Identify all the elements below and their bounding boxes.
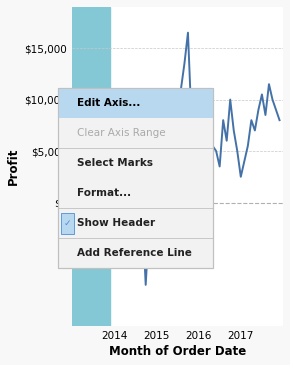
Bar: [72, 7, 110, 326]
Text: Add Reference Line: Add Reference Line: [77, 248, 192, 258]
Y-axis label: Profit: Profit: [7, 148, 20, 185]
Text: Edit Axis...: Edit Axis...: [77, 98, 140, 108]
Text: Select Marks: Select Marks: [77, 158, 153, 168]
Text: ✓: ✓: [64, 219, 71, 227]
X-axis label: Month of Order Date: Month of Order Date: [109, 345, 246, 358]
Text: Format...: Format...: [77, 188, 131, 198]
Text: Show Header: Show Header: [77, 218, 155, 228]
Text: Clear Axis Range: Clear Axis Range: [77, 128, 166, 138]
